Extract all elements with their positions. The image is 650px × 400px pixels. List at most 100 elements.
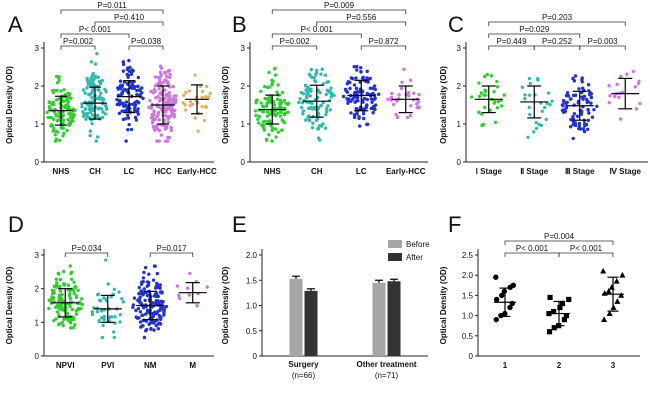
category-label: PVI bbox=[101, 361, 114, 370]
data-point bbox=[402, 67, 406, 71]
data-point bbox=[528, 112, 532, 117]
p-value-label: P=0.004 bbox=[544, 232, 575, 241]
data-point bbox=[69, 270, 74, 274]
data-point bbox=[147, 272, 151, 276]
data-point bbox=[54, 112, 58, 116]
data-point bbox=[164, 139, 169, 143]
data-point bbox=[160, 290, 164, 294]
data-point bbox=[64, 316, 68, 321]
data-point bbox=[580, 86, 585, 90]
data-point bbox=[272, 103, 277, 107]
y-tick-label: 2.0 bbox=[246, 251, 258, 260]
data-point bbox=[349, 99, 353, 104]
data-point bbox=[188, 104, 192, 108]
data-point bbox=[115, 97, 119, 102]
data-point bbox=[577, 121, 582, 126]
data-point bbox=[361, 100, 365, 104]
data-point bbox=[97, 79, 102, 84]
data-point bbox=[373, 87, 378, 92]
data-point bbox=[45, 110, 49, 115]
category-label: Ⅱ Stage bbox=[520, 167, 548, 176]
data-point bbox=[89, 103, 94, 107]
data-point bbox=[187, 89, 192, 93]
data-point bbox=[85, 111, 90, 116]
data-point bbox=[132, 106, 137, 110]
data-point bbox=[154, 96, 158, 100]
significance-bracket bbox=[488, 33, 581, 38]
significance-bracket bbox=[149, 252, 194, 257]
data-point bbox=[619, 74, 623, 79]
category-label: NHS bbox=[53, 167, 71, 176]
data-point bbox=[572, 111, 577, 116]
data-point bbox=[154, 124, 158, 129]
data-point bbox=[502, 93, 506, 97]
data-point bbox=[317, 124, 321, 128]
data-point bbox=[276, 130, 281, 134]
data-point bbox=[137, 88, 142, 92]
data-point bbox=[583, 124, 587, 128]
data-point bbox=[95, 113, 100, 118]
data-point bbox=[58, 289, 63, 293]
data-point bbox=[169, 125, 173, 130]
panel-label: C bbox=[448, 12, 464, 37]
data-point bbox=[132, 296, 137, 300]
data-point bbox=[321, 122, 325, 126]
data-point bbox=[390, 91, 394, 96]
data-point bbox=[205, 285, 209, 289]
y-tick-label: 3 bbox=[457, 44, 462, 53]
data-point bbox=[155, 139, 159, 143]
data-point bbox=[52, 318, 56, 323]
data-point bbox=[528, 81, 532, 86]
data-point bbox=[84, 117, 88, 121]
data-point bbox=[581, 127, 586, 131]
data-point bbox=[62, 131, 66, 135]
data-point bbox=[417, 92, 421, 97]
y-tick-label: 2 bbox=[457, 82, 462, 91]
data-point bbox=[580, 78, 584, 82]
data-point bbox=[142, 287, 146, 291]
data-point bbox=[573, 123, 578, 128]
data-point bbox=[126, 75, 130, 79]
data-point bbox=[118, 320, 122, 324]
data-point bbox=[95, 310, 99, 314]
data-point bbox=[67, 293, 72, 298]
data-point bbox=[60, 292, 64, 297]
y-tick-label: 2 bbox=[241, 82, 246, 91]
data-point bbox=[568, 97, 573, 101]
data-point bbox=[496, 99, 501, 104]
data-point bbox=[264, 137, 269, 142]
p-value-label: P< 0.001 bbox=[301, 25, 334, 34]
data-point bbox=[137, 285, 141, 290]
category-label: 3 bbox=[611, 361, 616, 370]
y-tick-label: 1 bbox=[35, 120, 40, 129]
data-point bbox=[276, 83, 280, 87]
data-point bbox=[161, 300, 165, 304]
data-point bbox=[313, 78, 317, 83]
data-point bbox=[304, 95, 309, 100]
data-point bbox=[58, 284, 62, 289]
panel-D: D 0 1 2 3 Optical Density (OD) NPVI PVI NM M P=0.0… bbox=[5, 212, 214, 370]
data-point bbox=[93, 62, 98, 66]
data-point bbox=[278, 114, 283, 118]
data-point bbox=[267, 133, 271, 137]
data-point bbox=[196, 129, 200, 133]
data-point bbox=[56, 271, 60, 276]
p-value-label: P=0.003 bbox=[587, 37, 618, 46]
data-point bbox=[607, 100, 611, 105]
data-point bbox=[126, 116, 131, 120]
data-point bbox=[634, 107, 639, 111]
data-point bbox=[355, 95, 360, 100]
data-point bbox=[128, 65, 132, 70]
data-point bbox=[590, 115, 595, 119]
data-point bbox=[82, 111, 86, 116]
data-point bbox=[477, 81, 481, 85]
data-point bbox=[85, 76, 89, 81]
data-point bbox=[102, 296, 106, 300]
significance-bracket bbox=[488, 45, 535, 50]
data-point bbox=[153, 286, 158, 290]
data-point bbox=[565, 91, 570, 95]
data-point bbox=[118, 79, 123, 83]
data-point bbox=[262, 84, 267, 89]
data-point bbox=[412, 91, 416, 96]
data-point bbox=[273, 127, 278, 131]
